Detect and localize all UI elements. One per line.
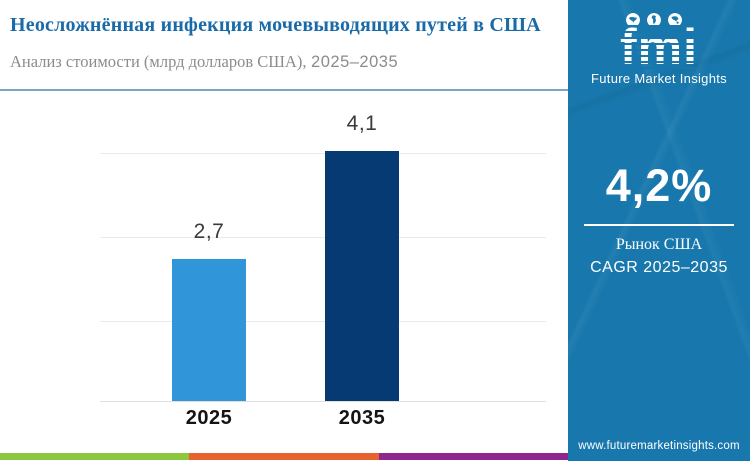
page-title: Неосложнённая инфекция мочевыводящих пут… <box>10 14 541 36</box>
logo-caption: Future Market Insights <box>591 71 727 86</box>
cagr-stat-block: 4,2% Рынок США CAGR 2025–2035 <box>568 160 750 277</box>
chart-panel: Неосложнённая инфекция мочевыводящих пут… <box>0 14 568 460</box>
value-label-2025: 2,7 <box>193 220 225 243</box>
stat-cagr-label: CAGR 2025–2035 <box>590 259 728 276</box>
stripe-orange <box>189 453 379 460</box>
axis-label-2025: 2025 <box>185 407 233 429</box>
subtitle-years: 2025–2035 <box>311 53 399 71</box>
subtitle-text: Анализ стоимости (млрд долларов США), <box>10 52 307 71</box>
brand-sidebar: fmi Future Market Insights 4,2% Рынок СШ… <box>568 0 750 461</box>
gridline <box>100 321 546 322</box>
x-axis-line <box>100 401 546 402</box>
bar-chart: 2,7 4,1 2025 2035 <box>0 91 568 429</box>
value-label-2035: 4,1 <box>346 112 378 135</box>
footer-color-stripe <box>0 453 568 460</box>
bar-2035 <box>325 151 399 401</box>
stat-divider <box>584 224 734 226</box>
gridline <box>100 153 546 154</box>
stat-market-label: Рынок США <box>615 236 703 253</box>
gridline <box>100 237 546 238</box>
stripe-green <box>0 453 190 460</box>
website-link[interactable]: www.futuremarketinsights.com <box>578 440 740 452</box>
fmi-logo: fmi Future Market Insights <box>568 10 750 86</box>
axis-label-2035: 2035 <box>338 407 386 429</box>
bar-2025 <box>172 259 246 401</box>
page-subtitle: Анализ стоимости (млрд долларов США), 20… <box>10 52 398 72</box>
stripe-purple <box>378 453 568 460</box>
fmi-wordmark: fmi <box>620 19 698 75</box>
header-divider <box>0 89 568 91</box>
cagr-value: 4,2% <box>605 160 713 211</box>
